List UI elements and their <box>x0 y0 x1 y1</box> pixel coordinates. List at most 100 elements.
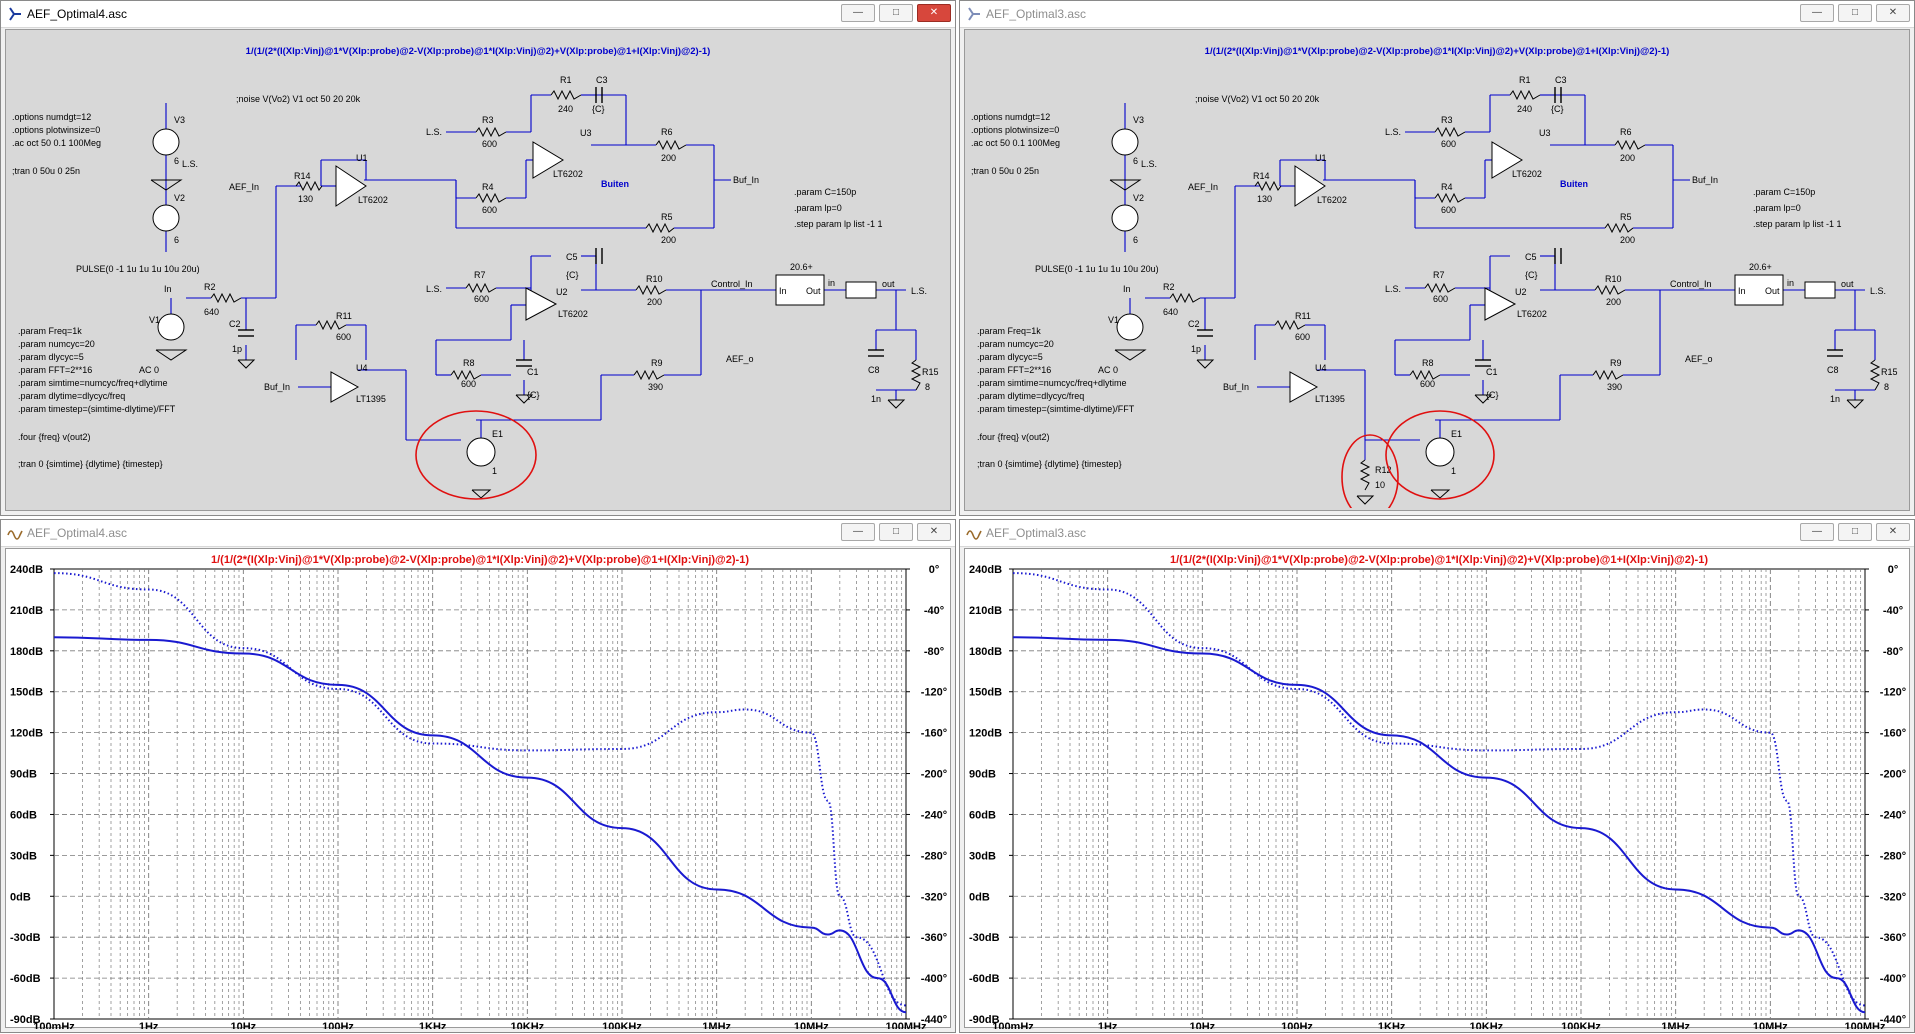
y-tick-right: -40° <box>1883 605 1903 617</box>
ls-label-2: L.S. <box>426 127 442 137</box>
schematic-canvas[interactable]: 1/(1/(2*(I(Xlp:Vinj)@1*V(Xlp:probe)@2-V(… <box>6 30 950 508</box>
directive-4: ;tran 0 50u 0 25n <box>12 166 80 176</box>
ls-label-1: L.S. <box>182 159 198 169</box>
trace-solid[interactable] <box>53 636 907 1014</box>
u1-value: LT6202 <box>1317 195 1347 205</box>
plot-window-right[interactable]: AEF_Optimal3.asc — □ ✕ 1/(1/(2*(I(Xlp:Vi… <box>959 519 1915 1033</box>
close-button[interactable]: ✕ <box>1876 523 1910 541</box>
trace-solid[interactable] <box>1012 636 1866 1014</box>
r6-name: R6 <box>661 127 673 137</box>
y-tick-left: -60dB <box>10 973 41 985</box>
close-button[interactable]: ✕ <box>917 523 951 541</box>
plot-area[interactable]: 1/(1/(2*(I(Xlp:Vinj)@1*V(Xlp:probe)@2-V(… <box>5 548 952 1033</box>
minimize-button[interactable]: — <box>841 4 875 22</box>
r12-resistor <box>1359 459 1371 491</box>
r3-value: 600 <box>1441 139 1456 149</box>
c2-name: C2 <box>1188 319 1200 329</box>
x-tick: 100Hz <box>322 1021 354 1029</box>
y-tick-right: -120° <box>921 687 947 699</box>
trace-dotted[interactable] <box>1012 572 1866 1007</box>
y-tick-right: -80° <box>924 646 944 658</box>
title-bar[interactable]: AEF_Optimal3.asc — □ ✕ <box>960 520 1914 547</box>
y-tick-right: -120° <box>1880 687 1906 699</box>
plot-frame <box>53 568 907 1020</box>
y-tick-left: 240dB <box>969 564 1002 576</box>
x-tick: 1Hz <box>139 1021 159 1029</box>
schematic-area[interactable]: 1/(1/(2*(I(Xlp:Vinj)@1*V(Xlp:probe)@2-V(… <box>5 29 951 511</box>
y-tick-right: -400° <box>1880 973 1906 985</box>
r2-value: 640 <box>204 307 219 317</box>
v1-label: V1 <box>1108 315 1119 325</box>
y-tick-right: -440° <box>921 1014 947 1026</box>
minimize-button[interactable]: — <box>841 523 875 541</box>
buiten-label: Buiten <box>1560 179 1588 189</box>
y-tick-right: -320° <box>1880 891 1906 903</box>
close-button[interactable]: ✕ <box>1876 4 1910 22</box>
maximize-button[interactable]: □ <box>1838 4 1872 22</box>
maximize-button[interactable]: □ <box>879 523 913 541</box>
y-tick-right: -240° <box>921 809 947 821</box>
r10-value: 200 <box>647 297 662 307</box>
u2-name: U2 <box>1515 287 1527 297</box>
box-out: Out <box>806 286 821 296</box>
four-directive: .four {freq} v(out2) <box>18 432 91 442</box>
title-bar[interactable]: AEF_Optimal4.asc — □ ✕ <box>1 1 955 28</box>
r4-value: 600 <box>482 205 497 215</box>
u4-name: U4 <box>356 363 368 373</box>
r15-name: R15 <box>1881 367 1898 377</box>
grounds <box>150 179 906 499</box>
ltspice-icon <box>9 7 21 21</box>
bode-plot[interactable]: 1/(1/(2*(I(Xlp:Vinj)@1*V(Xlp:probe)@2-V(… <box>965 549 1911 1033</box>
box-in: In <box>1738 286 1746 296</box>
y-tick-left: -30dB <box>10 932 41 944</box>
plot-frame <box>1012 568 1866 1020</box>
r1-name: R1 <box>560 75 572 85</box>
minimize-button[interactable]: — <box>1800 4 1834 22</box>
r1-name: R1 <box>1519 75 1531 85</box>
r12-ground <box>1356 495 1375 505</box>
v2-value: 6 <box>1133 235 1138 245</box>
u1-name: U1 <box>356 153 368 163</box>
schematic-area[interactable]: 1/(1/(2*(I(Xlp:Vinj)@1*V(Xlp:probe)@2-V(… <box>964 29 1910 520</box>
schematic-window-left[interactable]: AEF_Optimal4.asc — □ ✕ 1/(1/(2*(I(Xlp:Vi… <box>0 0 956 516</box>
y-tick-right: -40° <box>924 605 944 617</box>
param-line-6: .param dlytime=dlycyc/freq <box>18 391 125 401</box>
maximize-button[interactable]: □ <box>879 4 913 22</box>
r12-value: 10 <box>1375 480 1385 490</box>
r2-value: 640 <box>1163 307 1178 317</box>
plot-window-left[interactable]: AEF_Optimal4.asc — □ ✕ 1/(1/(2*(I(Xlp:Vi… <box>0 519 956 1033</box>
u1-name: U1 <box>1315 153 1327 163</box>
r3-name: R3 <box>1441 115 1453 125</box>
bode-plot[interactable]: 1/(1/(2*(I(Xlp:Vinj)@1*V(Xlp:probe)@2-V(… <box>6 549 952 1033</box>
param-lp: .param lp=0 <box>1753 203 1801 213</box>
r6-value: 200 <box>661 153 676 163</box>
schematic-window-right[interactable]: AEF_Optimal3.asc — □ ✕ 1/(1/(2*(I(Xlp:Vi… <box>959 0 1915 520</box>
box-in: In <box>779 286 787 296</box>
trace-dotted[interactable] <box>53 572 907 1007</box>
title-bar[interactable]: AEF_Optimal4.asc — □ ✕ <box>1 520 955 547</box>
y-tick-right: -200° <box>921 769 947 781</box>
y-tick-right: -240° <box>1880 809 1906 821</box>
schematic-canvas[interactable]: 1/(1/(2*(I(Xlp:Vinj)@1*V(Xlp:probe)@2-V(… <box>965 30 1909 520</box>
minimize-button[interactable]: — <box>1800 523 1834 541</box>
plot-title: 1/(1/(2*(I(Xlp:Vinj)@1*V(Xlp:probe)@2-V(… <box>1170 554 1708 566</box>
y-tick-left: 120dB <box>969 728 1002 740</box>
param-line-4: .param FFT=2**16 <box>977 365 1051 375</box>
v1-label: V1 <box>149 315 160 325</box>
u4-name: U4 <box>1315 363 1327 373</box>
grounds <box>1109 179 1865 499</box>
title-bar[interactable]: AEF_Optimal3.asc — □ ✕ <box>960 1 1914 28</box>
box-title: 20.6+ <box>790 262 813 272</box>
directive-3: .ac oct 50 0.1 100Meg <box>971 138 1060 148</box>
schematic-expression: 1/(1/(2*(I(Xlp:Vinj)@1*V(Xlp:probe)@2-V(… <box>1205 46 1670 57</box>
r6-name: R6 <box>1620 127 1632 137</box>
y-tick-left: -60dB <box>969 973 1000 985</box>
plot-area[interactable]: 1/(1/(2*(I(Xlp:Vinj)@1*V(Xlp:probe)@2-V(… <box>964 548 1911 1033</box>
c5-value: {C} <box>566 270 579 280</box>
ls-label-3: L.S. <box>1385 284 1401 294</box>
r14-name: R14 <box>1253 171 1270 181</box>
buf-in-label-2: Buf_In <box>264 382 290 392</box>
maximize-button[interactable]: □ <box>1838 523 1872 541</box>
close-button[interactable]: ✕ <box>917 4 951 22</box>
x-tick: 10MHz <box>794 1021 829 1029</box>
